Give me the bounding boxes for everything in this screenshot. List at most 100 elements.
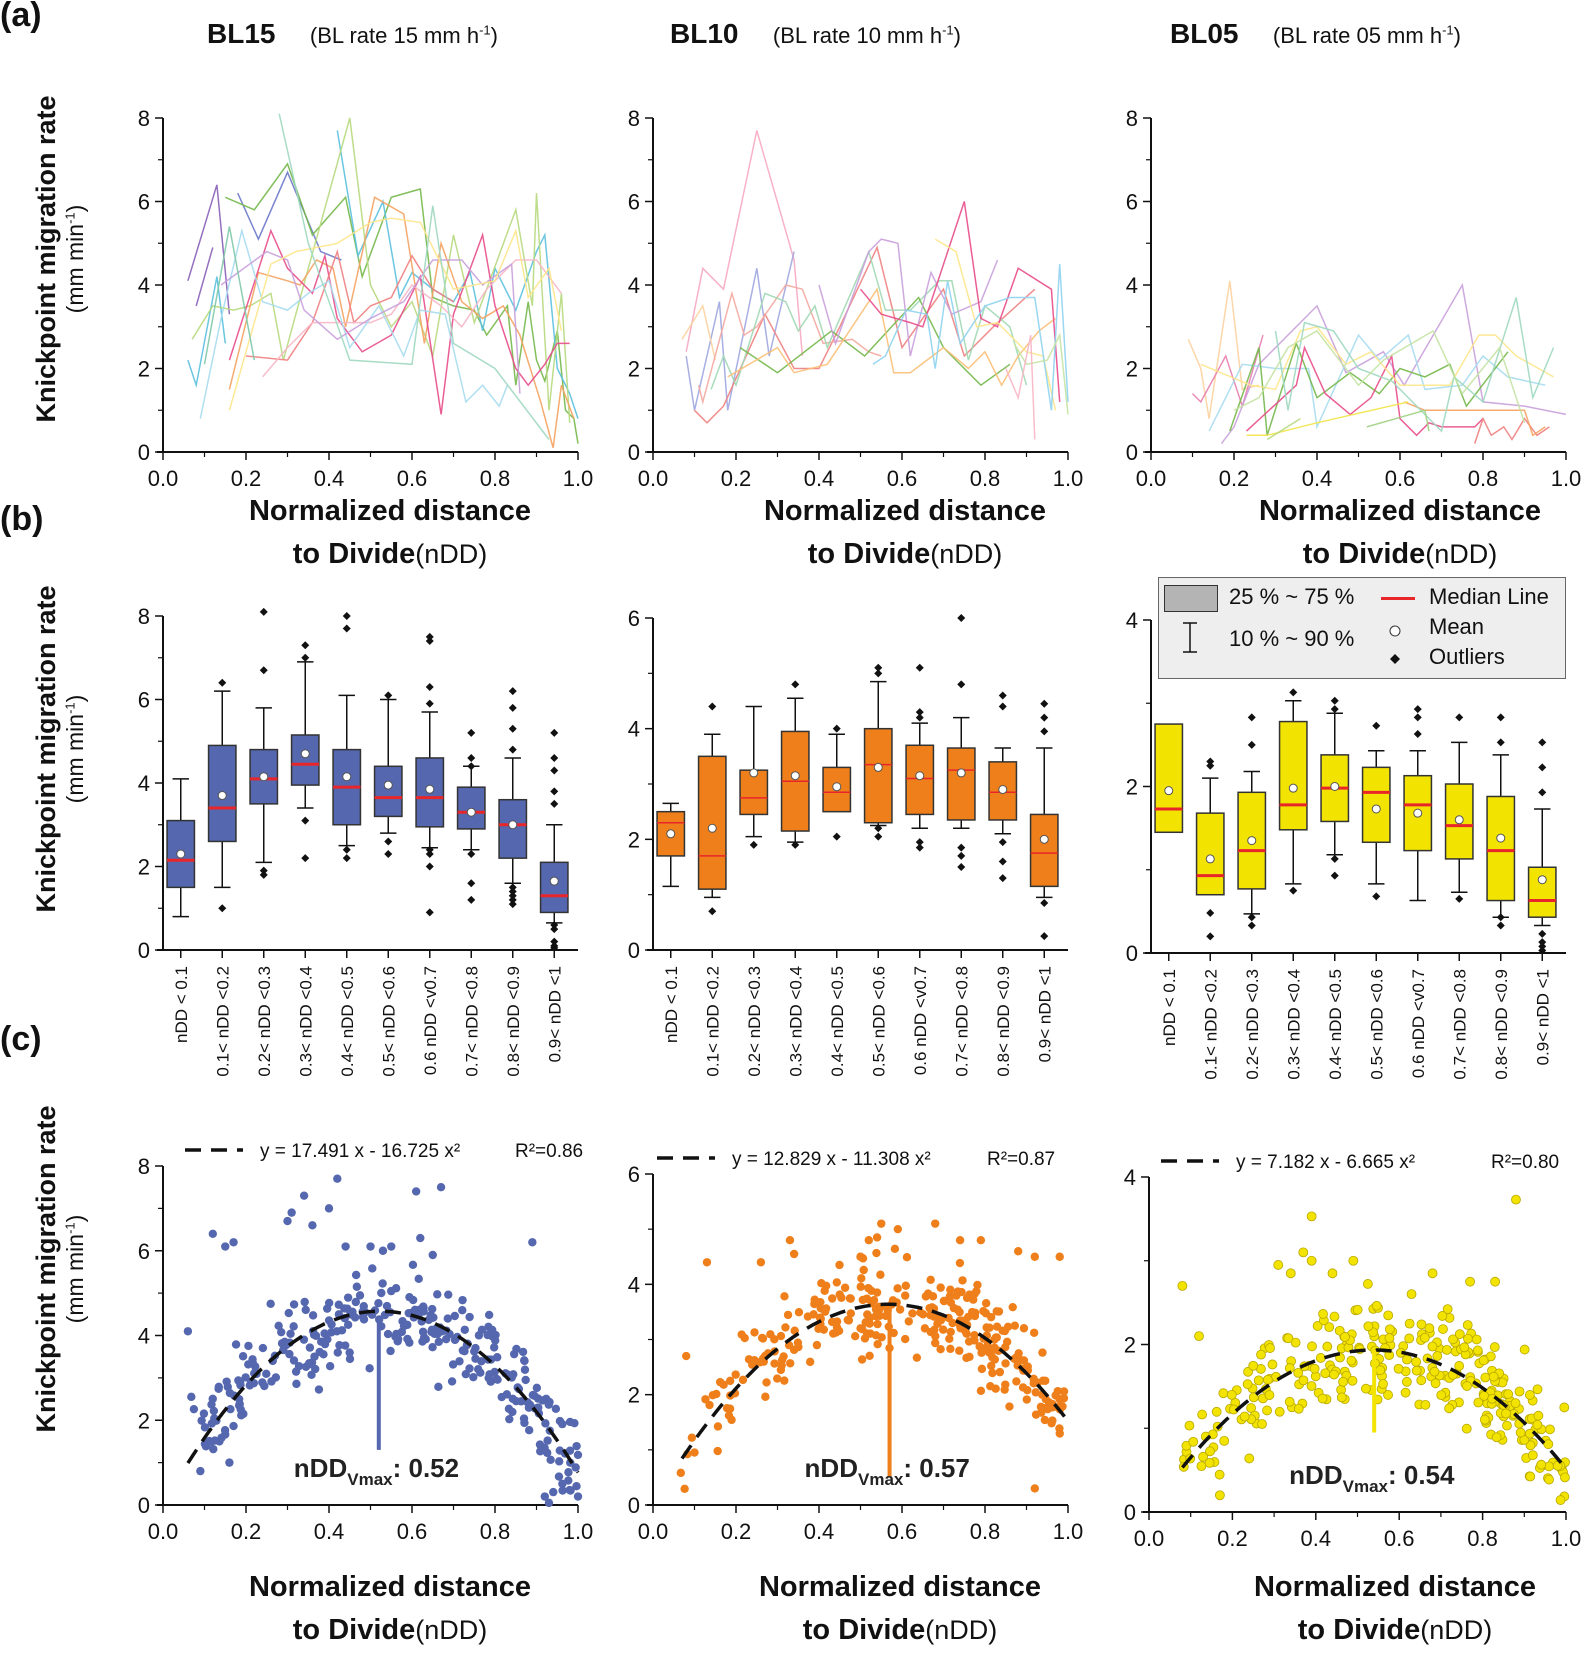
- scatter-point: [973, 1280, 982, 1290]
- scatter-point: [1218, 1388, 1229, 1399]
- scatter-point: [387, 1286, 396, 1296]
- mean-marker: [176, 849, 186, 859]
- scatter-point: [857, 1355, 867, 1364]
- scatter-point: [1019, 1356, 1029, 1365]
- scatter-point: [1177, 1280, 1188, 1291]
- mean-marker: [342, 772, 352, 782]
- y-tick-label: 2: [628, 1383, 640, 1408]
- x-category-label: 0.1< nDD <0.2: [213, 966, 232, 1077]
- scatter-point: [1502, 1420, 1512, 1431]
- scatter-point: [1510, 1398, 1521, 1409]
- outlier-marker: [957, 843, 966, 852]
- box-iqr: [656, 810, 686, 857]
- scatter-point: [444, 1290, 453, 1299]
- scatter-point: [1329, 1369, 1339, 1380]
- scatter-point: [1432, 1351, 1443, 1361]
- scatter-point: [324, 1204, 334, 1213]
- scatter-point: [766, 1330, 775, 1339]
- scatter-point: [890, 1244, 900, 1254]
- scatter-point: [1214, 1469, 1225, 1480]
- scatter-point: [374, 1299, 383, 1308]
- scatter-point: [1384, 1333, 1395, 1343]
- box-10: [1527, 738, 1557, 955]
- mean-marker: [956, 768, 966, 778]
- x-axis-label-c-bl05: Normalized distance to Divide(nDD): [1253, 1571, 1537, 1646]
- fit-r2-label: R²=0.80: [1491, 1152, 1559, 1173]
- scatter-point: [229, 1238, 238, 1247]
- chart-c-bl15: 0 2 4 6 8 0.0 0.2 0.4 0.6 0.8 1.0 nDDVmax: 0.52 y = …: [138, 1141, 594, 1544]
- scatter-point: [820, 1307, 830, 1316]
- scatter-point: [505, 1414, 514, 1424]
- scatter-point: [908, 1309, 917, 1318]
- scatter-point: [1490, 1276, 1501, 1287]
- scatter-point: [333, 1174, 342, 1183]
- x-tick-label: 0.8: [970, 1519, 1001, 1544]
- series-line: [727, 287, 1056, 387]
- scatter-point: [926, 1275, 935, 1284]
- box-5: [822, 724, 852, 841]
- scatter-point: [197, 1416, 206, 1425]
- outlier-marker: [1496, 713, 1505, 722]
- scatter-point: [1436, 1390, 1447, 1401]
- outlier-marker: [1040, 699, 1049, 708]
- x-tick-label: 0.2: [231, 466, 262, 491]
- scatter-point: [289, 1356, 299, 1365]
- scatter-point: [221, 1242, 230, 1251]
- scatter-point: [1463, 1333, 1473, 1344]
- scatter-point: [443, 1314, 452, 1323]
- scatter-point: [969, 1295, 978, 1304]
- legend-mean-icon: [1389, 625, 1401, 637]
- scatter-point: [945, 1334, 954, 1344]
- scatter-point: [1284, 1396, 1295, 1407]
- scatter-point: [183, 1327, 193, 1336]
- scatter-point: [1055, 1424, 1064, 1433]
- column-title-text: BL05: [1170, 18, 1239, 49]
- scatter-point: [229, 1421, 238, 1431]
- scatter-point: [541, 1419, 550, 1428]
- outlier-marker: [957, 680, 966, 689]
- outlier-marker: [1330, 854, 1339, 863]
- scatter-point: [916, 1308, 925, 1317]
- outlier-marker: [550, 941, 559, 950]
- fit-r2-label: R²=0.86: [515, 1141, 583, 1162]
- scatter-point: [1536, 1459, 1547, 1470]
- scatter-point: [835, 1260, 844, 1270]
- scatter-point: [1256, 1349, 1266, 1360]
- scatter-point: [502, 1390, 512, 1399]
- outlier-marker: [384, 837, 393, 846]
- scatter-point: [266, 1299, 275, 1309]
- scatter-point: [1491, 1432, 1502, 1443]
- scatter-point: [859, 1265, 868, 1275]
- x-tick-label: 0.4: [1301, 1526, 1332, 1551]
- scatter-point: [300, 1297, 309, 1307]
- outlier-marker: [749, 840, 758, 849]
- x-tick-label: 0.4: [314, 1519, 345, 1544]
- box-8: [1444, 713, 1474, 903]
- y-tick-label: 0: [1124, 1500, 1136, 1525]
- outlier-marker: [550, 753, 559, 762]
- scatter-point: [976, 1236, 986, 1245]
- scatter-point: [428, 1343, 437, 1352]
- scatter-point: [1437, 1311, 1448, 1321]
- outlier-marker: [832, 724, 841, 733]
- scatter-point: [1055, 1252, 1064, 1261]
- x-category-label: nDD < 0.1: [172, 966, 191, 1043]
- y-tick-label: 2: [1124, 1333, 1136, 1358]
- scatter-point: [1471, 1334, 1482, 1345]
- outlier-marker: [1413, 730, 1422, 739]
- scatter-point: [554, 1472, 564, 1481]
- mean-marker: [873, 762, 883, 772]
- scatter-point: [509, 1370, 518, 1379]
- series-line: [685, 251, 795, 411]
- scatter-point: [737, 1330, 746, 1339]
- scatter-point: [418, 1337, 427, 1346]
- scatter-point: [274, 1321, 283, 1331]
- scatter-point: [1029, 1379, 1038, 1388]
- x-tick-label: 0.4: [804, 466, 835, 491]
- scatter-point: [341, 1242, 350, 1251]
- legend-outlier-label: Outliers: [1429, 644, 1505, 669]
- y-tick-label: 2: [138, 855, 150, 880]
- scatter-point: [521, 1375, 530, 1385]
- x-tick-label: 0.2: [1219, 466, 1250, 491]
- scatter-point: [1248, 1360, 1259, 1371]
